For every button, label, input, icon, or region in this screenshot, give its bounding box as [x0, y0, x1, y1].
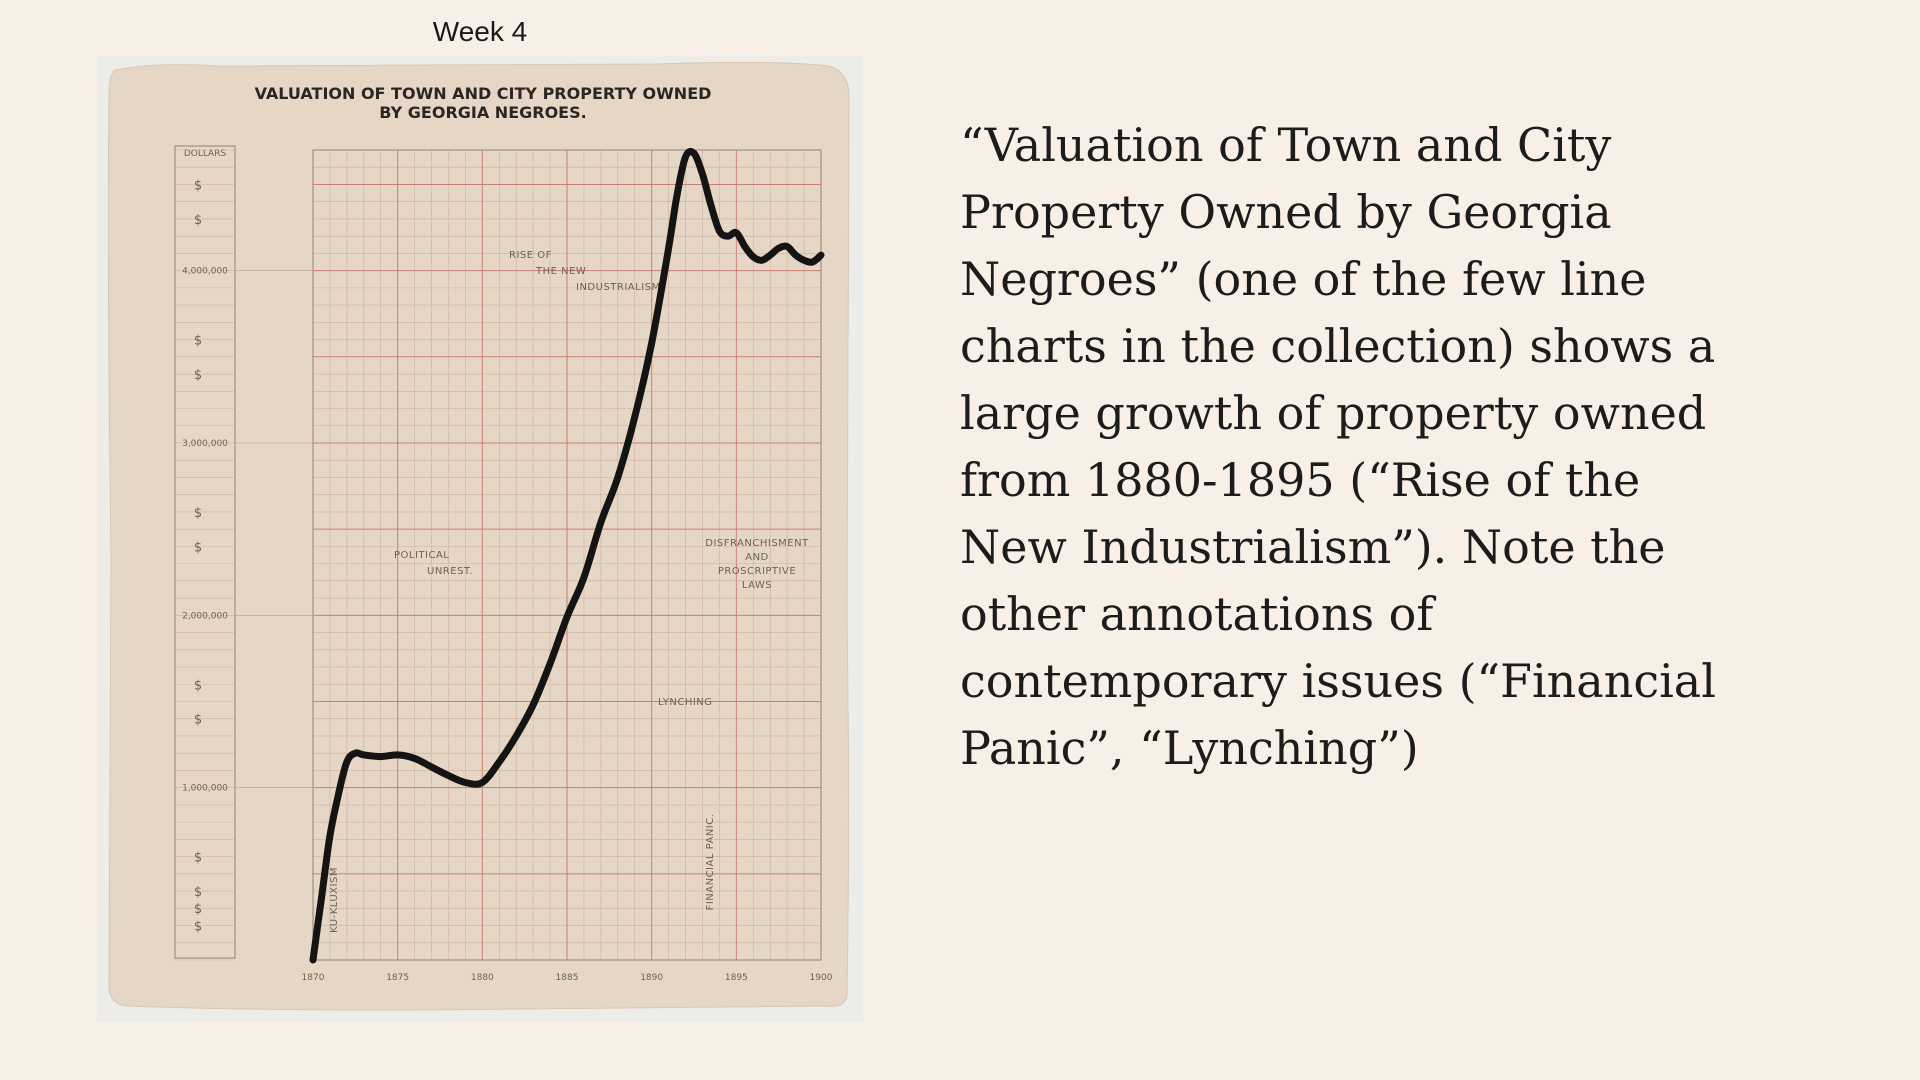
plot-border	[312, 149, 822, 961]
dollar-sign: $	[194, 334, 202, 349]
chart-annotation: DISFRANCHISMENT AND PROSCRIPTIVE LAWS	[705, 538, 809, 591]
dollar-sign: $	[194, 678, 202, 693]
y-tick-label: 1,000,000	[182, 784, 228, 794]
caption-text: “Valuation of Town and City Property Own…	[960, 118, 1716, 775]
chart-annotation: RISE OF THE NEW INDUSTRIALISM.	[509, 250, 664, 293]
chart-annotation: LYNCHING	[658, 697, 713, 708]
dollar-sign: $	[194, 713, 202, 728]
annotation-text: LAWS	[742, 580, 772, 591]
week-label: Week 4	[432, 16, 528, 47]
x-tick-label: 1870	[302, 973, 325, 983]
dollar-sign: $	[194, 902, 202, 917]
y-tick-label: 4,000,000	[182, 267, 228, 277]
dollar-sign: $	[194, 368, 202, 383]
x-tick-label: 1890	[640, 973, 663, 983]
y-tick-label: 2,000,000	[182, 611, 228, 621]
x-tick-label: 1895	[725, 973, 748, 983]
annotation-text: THE NEW	[535, 266, 586, 277]
dollar-sign: $	[194, 851, 202, 866]
dollar-sign: $	[194, 885, 202, 900]
chart-title: VALUATION OF TOWN AND CITY PROPERTY OWNE…	[255, 84, 712, 122]
annotation-text: KU-KLUXISM	[329, 867, 340, 933]
axis-ticks: 1870 1875 1880 1885 1890 1895 1900 1,000,000 2,0…	[182, 178, 833, 983]
annotation-text: UNREST.	[427, 566, 473, 577]
annotation-text: FINANCIAL PANIC.	[705, 814, 716, 911]
dollar-sign: $	[194, 178, 202, 193]
chart-grid	[175, 149, 822, 961]
chart-series	[309, 147, 825, 964]
dollar-sign: $	[194, 540, 202, 555]
chart-plate: VALUATION OF TOWN AND CITY PROPERTY OWNE…	[97, 56, 863, 1022]
dollar-sign: $	[194, 920, 202, 935]
annotation-text: RISE OF	[509, 250, 552, 261]
chart-annotation: FINANCIAL PANIC.	[705, 814, 716, 911]
annotation-text: DISFRANCHISMENT	[705, 538, 809, 549]
annotation-text: AND	[745, 552, 769, 563]
chart-annotations: RISE OF THE NEW INDUSTRIALISM. POLITICAL UNR…	[329, 250, 809, 933]
x-tick-label: 1885	[556, 973, 579, 983]
x-tick-label: 1900	[810, 973, 833, 983]
dollar-scale-column: DOLLARS	[174, 145, 236, 959]
annotation-text: POLITICAL	[394, 550, 449, 561]
annotation-text: PROSCRIPTIVE	[718, 566, 796, 577]
annotation-text: LYNCHING	[658, 697, 713, 708]
chart-title-line: VALUATION OF TOWN AND CITY PROPERTY OWNE…	[255, 84, 712, 103]
paper-sheet	[107, 61, 850, 1011]
chart-svg: VALUATION OF TOWN AND CITY PROPERTY OWNE…	[107, 61, 850, 1011]
annotation-text: INDUSTRIALISM.	[576, 282, 664, 293]
x-tick-label: 1875	[386, 973, 409, 983]
chart-annotation: POLITICAL UNREST.	[394, 550, 473, 577]
dollar-sign: $	[194, 506, 202, 521]
y-tick-label: 3,000,000	[182, 439, 228, 449]
chart-annotation: KU-KLUXISM	[329, 867, 340, 933]
x-tick-label: 1880	[471, 973, 494, 983]
chart-title-line: BY GEORGIA NEGROES.	[379, 103, 586, 122]
y-axis-label: DOLLARS	[184, 149, 227, 159]
dollar-sign: $	[194, 213, 202, 228]
dollar-scale-border	[174, 145, 236, 959]
